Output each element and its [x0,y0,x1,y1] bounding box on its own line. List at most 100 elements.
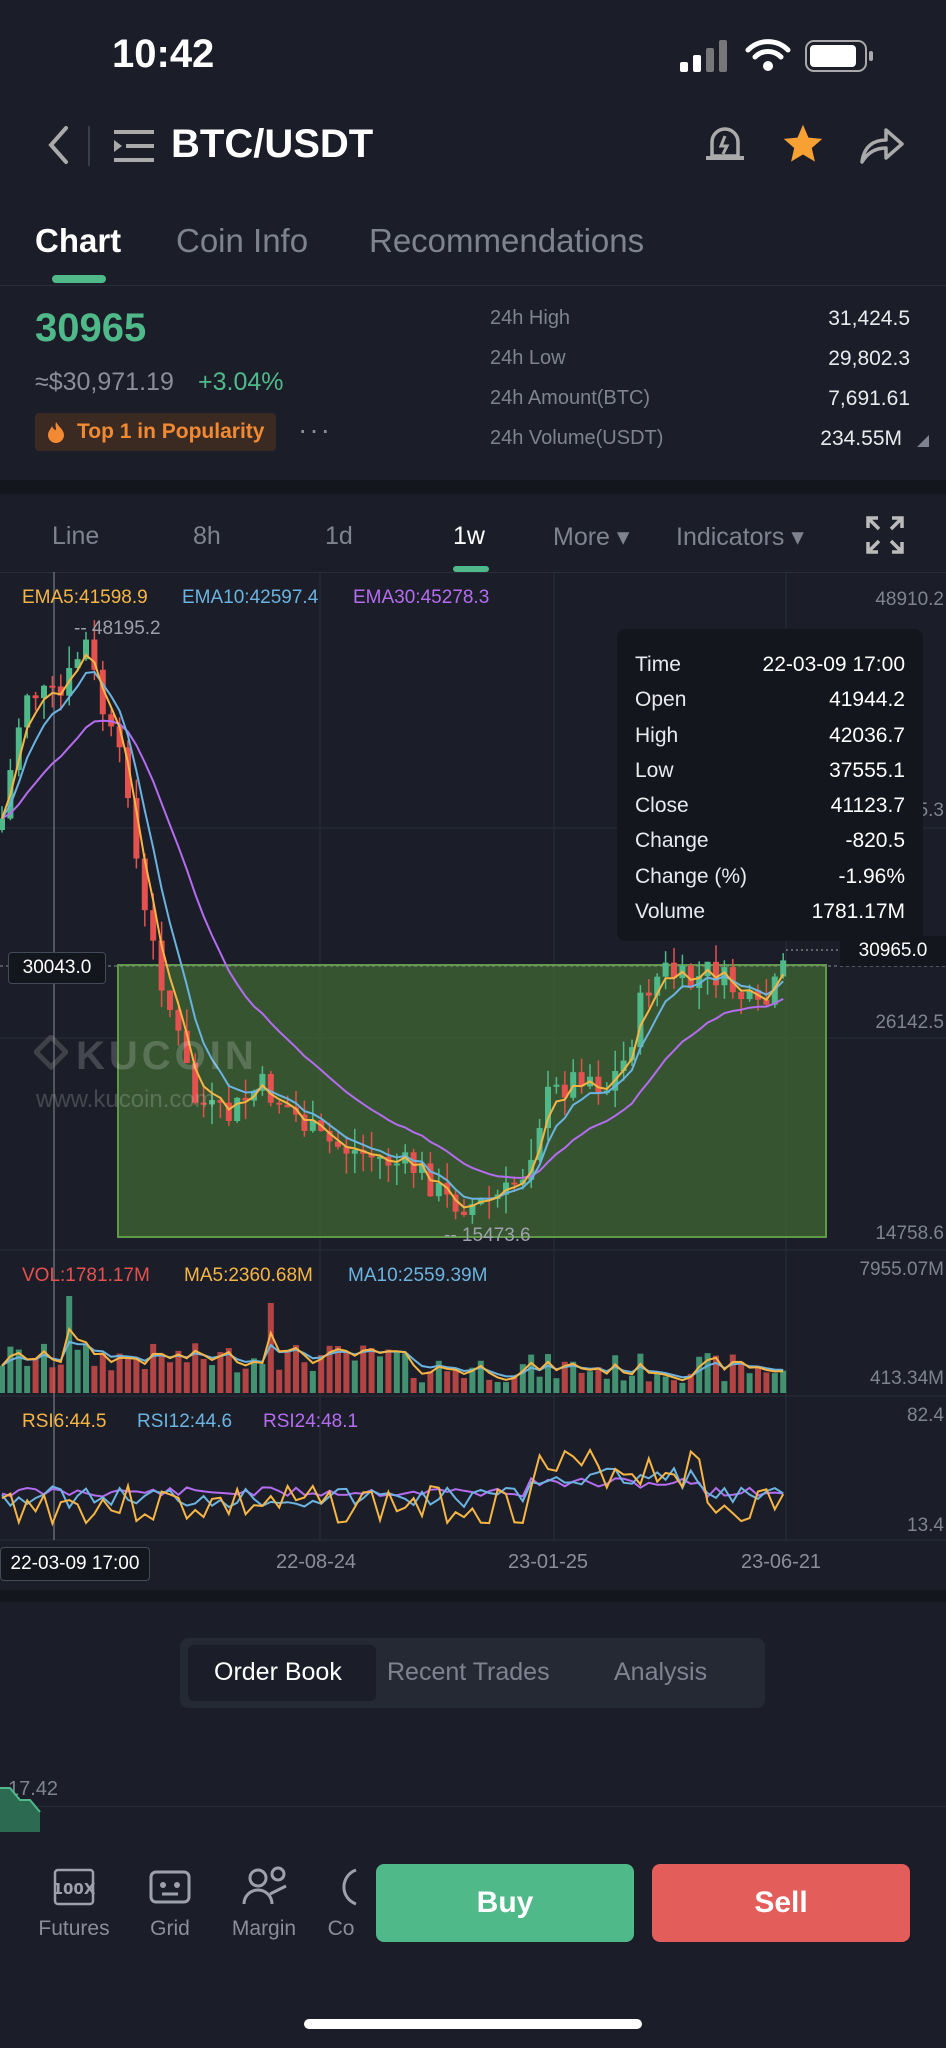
volume-bar [595,1367,602,1393]
tab-recent-trades[interactable]: Recent Trades [387,1658,550,1686]
tab-order-book[interactable]: Order Book [214,1658,342,1686]
svg-text:100X: 100X [53,1880,95,1898]
volume-bar [620,1380,627,1393]
crosshair-price-tag: 30043.0 [8,952,106,984]
popularity-badge[interactable]: Top 1 in Popularity [35,413,277,451]
candle-body [696,976,703,988]
volume-bar [713,1355,719,1393]
candle-body [561,1084,568,1098]
volume-bars-group [0,1296,787,1393]
tooltip-label: Low [635,758,674,782]
volume-bar [469,1367,476,1393]
indicators-dropdown[interactable]: Indicators ▾ [676,523,804,551]
futures-100x-icon[interactable]: 100X [53,1868,95,1906]
volume-bar [276,1369,283,1393]
volume-bar [335,1346,341,1393]
stat-24h-high-label: 24h High [490,307,571,329]
tooltip-label: Change [635,829,709,853]
x-axis-date: 22-08-24 [276,1551,357,1573]
period-low-mark: -- 15473.6 [444,1225,531,1246]
wifi-icon [745,39,791,71]
candle-body [141,858,148,911]
ema10-legend: EMA10:42597.4 [182,587,319,608]
candle-body [183,1030,190,1063]
stat-24h-amount-label: 24h Amount(BTC) [490,387,651,409]
volume-bar [696,1356,703,1393]
partial-nav-icon[interactable] [334,1866,358,1908]
tooltip-volume: 1781.17M [811,900,905,924]
nav-futures[interactable]: Futures [38,1917,110,1940]
expand-corner-icon[interactable] [916,434,930,448]
buy-button[interactable]: Buy [376,1864,634,1942]
depth-line [0,1806,946,1807]
candle-body [259,1073,266,1091]
candle-body [620,1060,627,1072]
volume-bar [99,1353,106,1393]
tab-chart[interactable]: Chart [35,222,122,259]
more-options-button[interactable]: ··· [298,414,332,445]
nav-partial[interactable]: Co [327,1917,355,1940]
sell-button[interactable]: Sell [652,1864,910,1942]
volume-bar [637,1353,644,1393]
grid-bot-icon[interactable] [148,1868,192,1906]
rsi-axis-top: 82.4 [907,1405,944,1426]
ema10-line [1,670,784,1200]
change-percent: +3.04% [198,368,284,396]
volume-bar [57,1364,64,1393]
candle-body [469,1204,476,1215]
section-separator [0,480,946,494]
volume-bar [461,1378,467,1393]
volume-bar [175,1350,182,1393]
candle-body [225,1102,232,1122]
volume-bar [511,1376,518,1393]
volume-bar [41,1343,47,1393]
volume-bar [435,1360,442,1393]
interval-line[interactable]: Line [52,522,100,550]
fullscreen-icon[interactable] [866,516,904,554]
volume-bar [427,1371,434,1393]
active-interval-indicator [453,566,489,572]
candle-body [267,1073,274,1103]
interval-more-dropdown[interactable]: More ▾ [553,523,630,551]
ema5-legend: EMA5:41598.9 [22,587,148,608]
price-axis-partial: 5.3 [917,800,944,821]
crosshair-date-tag: 22-03-09 17:00 [0,1547,150,1581]
volume-bar [553,1378,560,1393]
tab-analysis[interactable]: Analysis [614,1658,708,1686]
ema5-line [1,653,785,1209]
volume-bar [444,1371,451,1393]
candle-body [192,1062,199,1103]
candlestick-chart[interactable] [0,572,946,1584]
pair-title[interactable]: BTC/USDT [171,122,374,166]
price-alert-icon[interactable] [704,122,746,166]
volume-bar [309,1370,316,1393]
candle-body [74,659,81,669]
volume-bar [158,1353,165,1393]
x-axis-date: 23-06-21 [741,1551,822,1573]
tooltip-label: Change (%) [635,864,748,888]
interval-1d[interactable]: 1d [325,522,353,550]
volume-bar [141,1369,148,1393]
tab-coin-info[interactable]: Coin Info [176,222,309,259]
volume-bar [192,1343,199,1393]
share-icon[interactable] [858,124,906,166]
candle-body [200,1102,207,1105]
interval-8h[interactable]: 8h [193,522,221,550]
interval-1w[interactable]: 1w [453,522,485,550]
candle-body [377,1156,383,1159]
volume-bar [108,1370,115,1393]
volume-bar [74,1349,81,1393]
nav-divider [88,126,90,166]
volume-bar [755,1367,761,1393]
candle-body [738,992,745,1000]
volume-bar [654,1373,661,1393]
nav-margin[interactable]: Margin [231,1917,297,1940]
nav-grid[interactable]: Grid [150,1917,190,1940]
star-favorite-icon[interactable] [780,122,826,166]
margin-icon[interactable] [242,1866,288,1906]
back-arrow-icon[interactable] [46,124,70,166]
volume-bar [528,1354,535,1393]
tab-recommendations[interactable]: Recommendations [369,222,645,259]
menu-list-icon[interactable] [114,128,156,164]
volume-bar [225,1348,232,1393]
